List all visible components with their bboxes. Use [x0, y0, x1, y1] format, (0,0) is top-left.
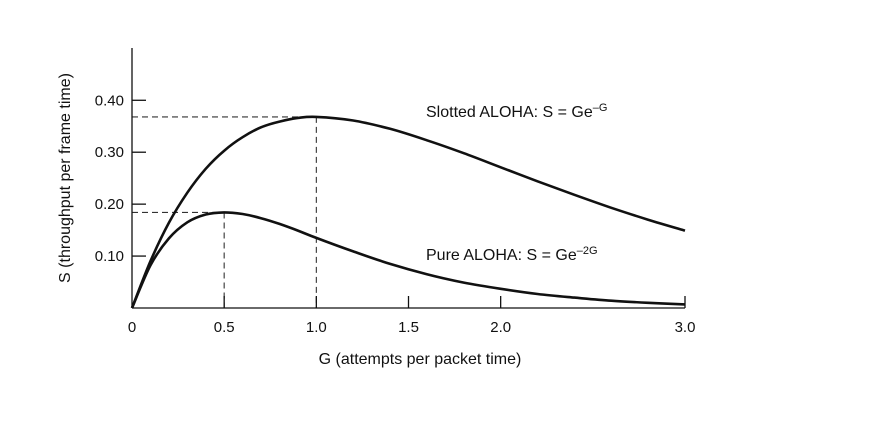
y-tick-label-3: 0.40: [95, 92, 124, 109]
x-tick-label-4: 2.0: [490, 319, 511, 336]
x-tick-label-1: 0.5: [214, 319, 235, 336]
x-tick-label-5: 3.0: [675, 319, 696, 336]
y-axis-title: S (throughput per frame time): [57, 73, 74, 283]
x-tick-labels: 0 0.5 1.0 1.5 2.0 3.0: [128, 319, 696, 336]
y-tick-label-1: 0.20: [95, 196, 124, 213]
y-tick-label-0: 0.10: [95, 248, 124, 265]
pure-aloha-label: Pure ALOHA: S = Ge–2G: [426, 245, 598, 264]
dashed-guides: [132, 116, 317, 308]
x-tick-label-2: 1.0: [306, 319, 327, 336]
slotted-aloha-label: Slotted ALOHA: S = Ge–G: [426, 102, 607, 121]
x-tick-label-3: 1.5: [398, 319, 419, 336]
slotted-aloha-curve: [130, 115, 686, 309]
y-tick-label-2: 0.30: [95, 144, 124, 161]
slotted-aloha-label-base: Slotted ALOHA: S = Ge: [426, 104, 593, 121]
curves: [130, 115, 686, 309]
y-tick-labels: 0.10 0.20 0.30 0.40: [95, 92, 124, 265]
pure-aloha-curve: [130, 211, 686, 309]
x-axis-title: G (attempts per packet time): [319, 351, 522, 368]
slotted-aloha-label-exponent: –G: [593, 102, 608, 114]
pure-aloha-label-exponent: –2G: [577, 245, 598, 257]
pure-aloha-label-base: Pure ALOHA: S = Ge: [426, 247, 577, 264]
x-tick-label-0: 0: [128, 319, 136, 336]
ticks: [132, 99, 686, 308]
